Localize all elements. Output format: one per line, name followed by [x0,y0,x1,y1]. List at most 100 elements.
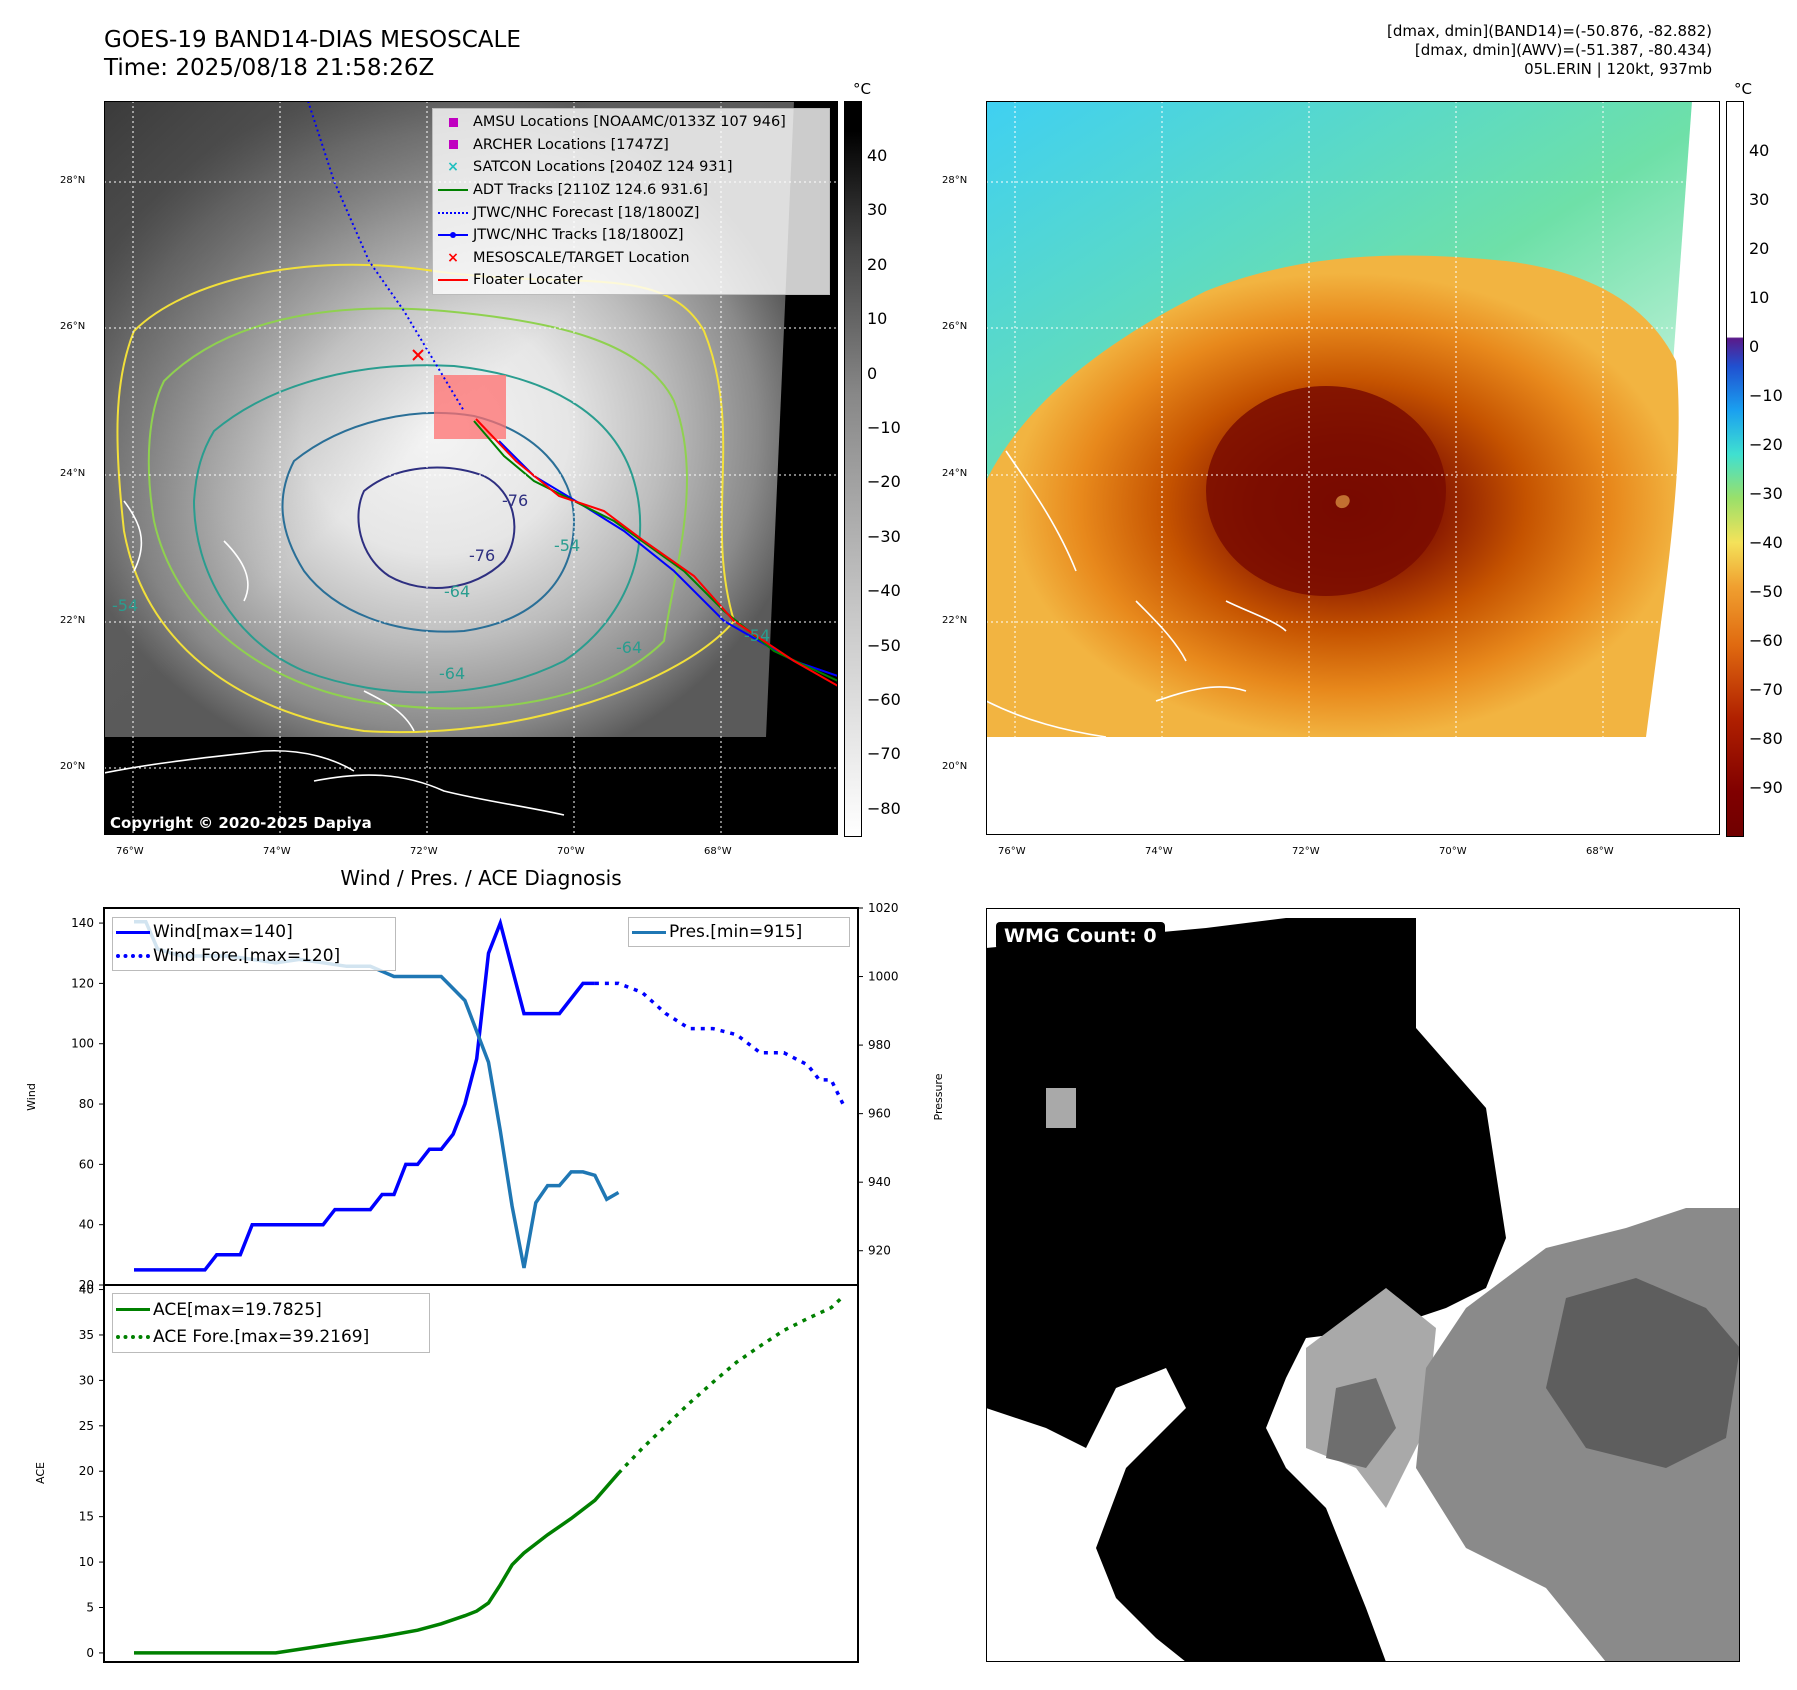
lat-label: 20°N [60,761,86,772]
colorbar-tick: 30 [1749,190,1770,209]
pressure-tick-label: 1000 [868,970,899,984]
figure-title: GOES-19 BAND14-DIAS MESOSCALE Time: 2025/… [104,26,521,82]
line-dot-icon [433,231,473,239]
ace-tick-label: 15 [79,1510,94,1524]
wind-legend: Wind[max=140] Wind Fore.[max=120] [112,917,396,971]
lat-label: 20°N [942,761,968,772]
x-marker-icon: × [447,249,459,266]
legend-entry-wind-forecast: Wind Fore.[max=120] [113,944,395,968]
lon-label: 68°W [704,846,732,857]
colorbar-tick: −20 [1749,435,1783,454]
coastline-hispaniola [313,774,565,816]
pressure-legend: Pres.[min=915] [628,917,850,947]
legend-entry-ace-forecast: ACE Fore.[max=39.2169] [113,1323,429,1350]
storm-stats: [dmax, dmin](BAND14)=(-50.876, -82.882) … [1387,22,1712,79]
colorbar-tick: 40 [1749,141,1770,160]
colorbar-tick: 10 [867,309,888,328]
colorbar-unit: °C [1734,80,1752,98]
contour-label: -54 [112,596,138,615]
legend-entry-target: × MESOSCALE/TARGET Location [433,247,829,270]
legend-entry-wind: Wind[max=140] [113,920,395,944]
legend-label: JTWC/NHC Forecast [18/1800Z] [473,204,700,221]
contour-label: -64 [444,582,470,601]
lat-label: 26°N [942,321,968,332]
wmg-panel [986,908,1740,1662]
floater-box [434,375,506,439]
wind-tick-label: 100 [71,1037,94,1051]
pressure-tick-label: 920 [868,1244,891,1258]
line-icon [433,189,473,192]
legend-label: Pres.[min=915] [669,922,803,942]
wind-tick-label: 80 [79,1097,94,1111]
legend-label: ARCHER Locations [1747Z] [473,136,669,153]
wind-tick-label: 120 [71,976,94,990]
legend-entry-forecast: JTWC/NHC Forecast [18/1800Z] [433,201,829,224]
colorbar-tick: −60 [1749,631,1783,650]
wmg-dark-gray-region [1546,1278,1740,1468]
colorbar-tick: 0 [867,364,878,383]
wind-tick-label: 140 [71,916,94,930]
legend-entry-satcon: × SATCON Locations [2040Z 124 931] [433,156,829,179]
legend-entry-tracks: JTWC/NHC Tracks [18/1800Z] [433,224,829,247]
lon-label: 76°W [998,846,1026,857]
colorbar-tick: −70 [867,744,901,763]
legend-entry-archer: ARCHER Locations [1747Z] [433,134,829,157]
diagnosis-title: Wind / Pres. / ACE Diagnosis [340,866,622,890]
legend-label: Wind[max=140] [153,922,293,942]
contour-54-inner [147,307,688,710]
gray-colorbar [844,101,862,837]
legend-label: JTWC/NHC Tracks [18/1800Z] [473,227,684,244]
coastline-cuba [986,686,1247,738]
legend-label: MESOSCALE/TARGET Location [473,249,690,266]
contour-76 [357,466,516,589]
contour-label: -54 [554,536,580,555]
colorbar-tick: −40 [1749,533,1783,552]
colorbar-tick: −10 [1749,386,1783,405]
wind-tick-label: 40 [79,1218,94,1232]
lat-label: 28°N [60,175,86,186]
legend-entry-adt: ADT Tracks [2110Z 124.6 931.6] [433,179,829,202]
figure-title-line2: Time: 2025/08/18 21:58:26Z [104,55,435,81]
copyright-text: Copyright © 2020-2025 Dapiya [110,814,372,832]
colorbar-tick: 30 [867,200,888,219]
square-marker-icon [433,140,473,150]
legend-label: Wind Fore.[max=120] [153,946,341,966]
wind-tick-label: 60 [79,1157,94,1171]
lon-label: 76°W [116,846,144,857]
ace-tick-label: 35 [79,1328,94,1342]
pressure-tick-label: 980 [868,1038,891,1052]
colorbar-tick: −60 [867,690,901,709]
storm-core [1206,386,1446,596]
floater-track [475,418,838,687]
line-icon [113,930,153,934]
ace-tick-label: 30 [79,1373,94,1387]
dotted-line-icon [113,1334,153,1339]
lon-label: 70°W [1439,846,1467,857]
figure-title-line1: GOES-19 BAND14-DIAS MESOSCALE [104,27,521,53]
lat-label: 24°N [60,468,86,479]
legend-label: Floater Locater [473,272,583,289]
lon-label: 72°W [410,846,438,857]
dotted-line-icon [433,211,473,214]
coastline-cuba [104,749,355,774]
legend-entry-pressure: Pres.[min=915] [629,920,849,944]
colorbar-tick: 20 [1749,239,1770,258]
lon-label: 68°W [1586,846,1614,857]
dotted-line-icon [113,954,153,958]
colorbar-tick: −30 [867,527,901,546]
ace-tick-label: 40 [79,1283,94,1297]
contour-label: -76 [502,491,528,510]
contour-64 [192,364,642,694]
series-line-2 [134,919,620,1269]
colorbar-tick: 0 [1749,337,1760,356]
lat-label: 28°N [942,175,968,186]
legend-entry-floater: Floater Locater [433,269,829,292]
ace-series-line-1 [617,1295,845,1475]
colorbar-tick: −80 [867,799,901,818]
colorbar-tick: 10 [1749,288,1770,307]
colorbar-tick: −30 [1749,484,1783,503]
pressure-tick-label: 960 [868,1107,891,1121]
pressure-tick-label: 1020 [868,901,899,915]
wmg-black-region [986,918,1506,1662]
